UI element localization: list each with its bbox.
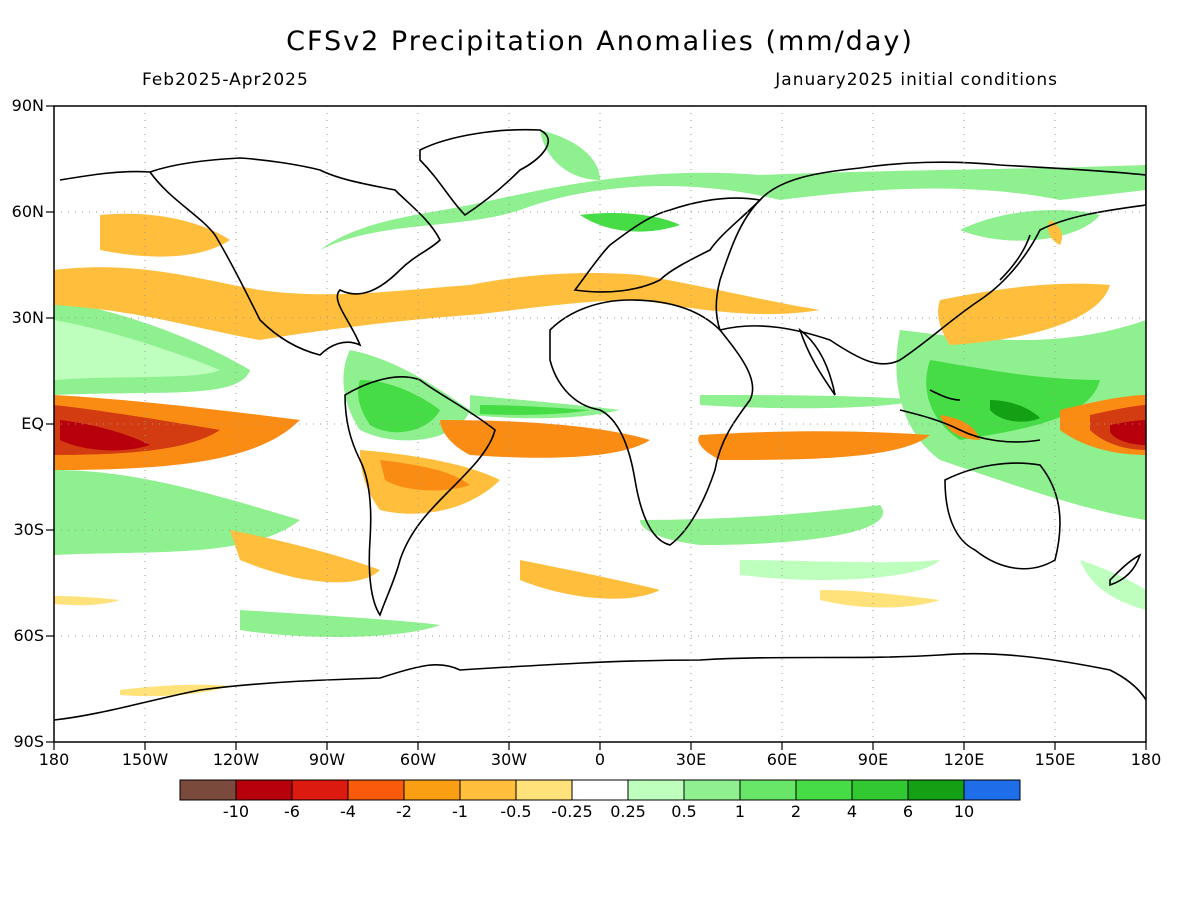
colorbar-swatch (683, 779, 741, 801)
colorbar-swatch (795, 779, 853, 801)
lon-label-150e: 150E (1034, 750, 1076, 769)
new-zealand-outline (1109, 553, 1142, 587)
extreme-dry-regions (60, 420, 1146, 451)
lat-label-60s: 60S (13, 626, 44, 645)
colorbar-label: -4 (340, 802, 356, 821)
colorbar-label: -0.5 (500, 802, 532, 821)
lat-label-eq: EQ (21, 414, 44, 433)
light-dry-regions (54, 590, 940, 697)
africa-outline (549, 299, 754, 546)
india-outline (798, 327, 836, 396)
south-america-outline (344, 376, 496, 617)
lon-label-150w: 150W (121, 750, 169, 769)
colorbar-swatch (571, 779, 629, 801)
colorbar (179, 779, 1021, 801)
colorbar-label: -0.25 (551, 802, 593, 821)
lon-label-180w: 180 (38, 750, 70, 769)
grid-lines (54, 106, 1146, 742)
lon-label-90w: 90W (308, 750, 346, 769)
colorbar-swatch (851, 779, 909, 801)
colorbar-label: 10 (953, 802, 975, 821)
antarctica-outline (54, 652, 1146, 721)
lon-label-0: 0 (594, 750, 606, 769)
colorbar-label: 2 (790, 802, 802, 821)
lon-label-30w: 30W (490, 750, 528, 769)
colorbar-swatch (291, 779, 349, 801)
lat-label-30n: 30N (11, 308, 44, 327)
colorbar-swatch (347, 779, 405, 801)
strong-wet-regions (358, 213, 1100, 440)
colorbar-label: -1 (452, 802, 468, 821)
light-wet-regions (54, 320, 1146, 610)
colorbar-label: 0.5 (671, 802, 697, 821)
lat-label-90s: 90S (13, 732, 44, 751)
lon-label-120w: 120W (212, 750, 260, 769)
colorbar-swatch (739, 779, 797, 801)
colorbar-label: -10 (222, 802, 250, 821)
lon-label-60e: 60E (766, 750, 798, 769)
colorbar-label: -2 (396, 802, 412, 821)
lat-label-60n: 60N (11, 202, 44, 221)
japan-outline (999, 234, 1031, 281)
lon-label-90e: 90E (857, 750, 889, 769)
north-america-outline (59, 157, 441, 356)
colorbar-swatch (515, 779, 573, 801)
colorbar-label: -6 (284, 802, 300, 821)
initial-conditions: January2025 initial conditions (775, 70, 1058, 90)
colorbar-swatch (907, 779, 965, 801)
lat-label-30s: 30S (13, 520, 44, 539)
greenland-outline (419, 128, 549, 217)
colorbar-label: 4 (846, 802, 858, 821)
dry-regions (54, 213, 1110, 599)
australia-outline (944, 462, 1061, 570)
colorbar-label: 0.25 (610, 802, 646, 821)
anomaly-field (54, 128, 1146, 721)
very-wet-regions (990, 400, 1040, 422)
colorbar-swatch (459, 779, 517, 801)
lon-label-120e: 120E (943, 750, 985, 769)
lon-label-60w: 60W (399, 750, 437, 769)
forecast-period: Feb2025-Apr2025 (142, 70, 309, 90)
maritime-continent-outline (899, 389, 1041, 443)
map-title: CFSv2 Precipitation Anomalies (mm/day) (286, 26, 914, 57)
colorbar-swatch (179, 779, 237, 801)
colorbar-swatch (403, 779, 461, 801)
tick-marks (46, 105, 1147, 750)
lon-label-180e: 180 (1130, 750, 1162, 769)
colorbar-label: 1 (734, 802, 746, 821)
lon-label-30e: 30E (675, 750, 707, 769)
colorbar-swatch (235, 779, 293, 801)
colorbar-swatch (963, 779, 1021, 801)
lat-label-90n: 90N (11, 96, 44, 115)
colorbar-swatch (627, 779, 685, 801)
colorbar-label: 6 (902, 802, 914, 821)
